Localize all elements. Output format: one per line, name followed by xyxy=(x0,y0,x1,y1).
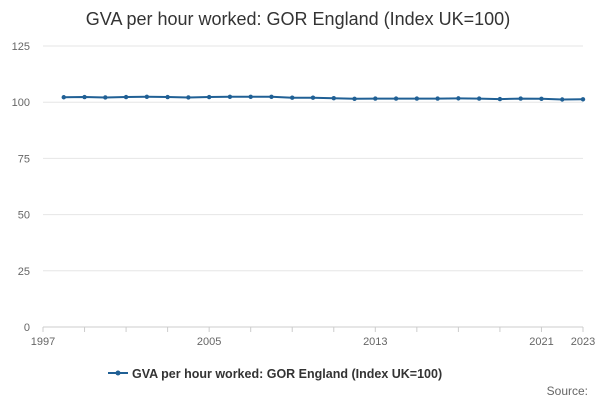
series-line xyxy=(63,95,584,101)
data-point[interactable] xyxy=(290,95,295,100)
chart-title: GVA per hour worked: GOR England (Index … xyxy=(86,9,510,29)
x-tick-label: 2005 xyxy=(197,336,221,348)
y-tick-label: 100 xyxy=(12,97,30,109)
series-layer xyxy=(61,94,586,102)
data-point[interactable] xyxy=(227,94,233,100)
data-point[interactable] xyxy=(518,96,523,101)
data-point[interactable] xyxy=(206,94,212,100)
data-point[interactable] xyxy=(352,96,357,102)
data-point[interactable] xyxy=(310,95,316,100)
data-point[interactable] xyxy=(123,94,129,100)
data-point[interactable] xyxy=(186,95,191,100)
data-point[interactable] xyxy=(497,96,503,102)
data-point[interactable] xyxy=(560,97,565,102)
data-point[interactable] xyxy=(393,96,399,101)
y-tick-label: 25 xyxy=(18,266,30,278)
axes: 0 25 50 75 100 125 1997 2005 2013 2021 2023 xyxy=(12,41,596,348)
data-point[interactable] xyxy=(269,94,274,100)
legend-point-marker xyxy=(115,370,121,376)
data-point[interactable] xyxy=(248,94,253,100)
data-point[interactable] xyxy=(580,97,586,102)
y-tick-label: 125 xyxy=(12,41,30,53)
data-point[interactable] xyxy=(414,96,420,101)
legend-label: GVA per hour worked: GOR England (Index … xyxy=(132,367,442,381)
y-tick-label: 75 xyxy=(18,153,30,165)
data-point[interactable] xyxy=(456,96,461,101)
data-point[interactable] xyxy=(144,94,150,100)
x-tick-label: 2021 xyxy=(529,336,553,348)
legend[interactable]: GVA per hour worked: GOR England (Index … xyxy=(108,367,442,381)
x-tick-label: 1997 xyxy=(31,336,55,348)
data-point[interactable] xyxy=(82,94,87,100)
x-tick-label: 2013 xyxy=(363,336,387,348)
x-tick-label: 2023 xyxy=(571,336,595,348)
data-point[interactable] xyxy=(103,95,108,100)
data-point[interactable] xyxy=(165,94,170,100)
y-tick-label: 50 xyxy=(18,210,30,222)
data-point[interactable] xyxy=(476,96,482,101)
data-point[interactable] xyxy=(539,96,544,102)
source-label: Source: xyxy=(547,384,588,398)
y-tick-label: 0 xyxy=(24,322,30,334)
data-point[interactable] xyxy=(435,96,440,101)
data-point[interactable] xyxy=(331,95,336,101)
data-point[interactable] xyxy=(373,96,378,101)
data-point[interactable] xyxy=(61,95,66,100)
gridlines xyxy=(43,45,583,272)
